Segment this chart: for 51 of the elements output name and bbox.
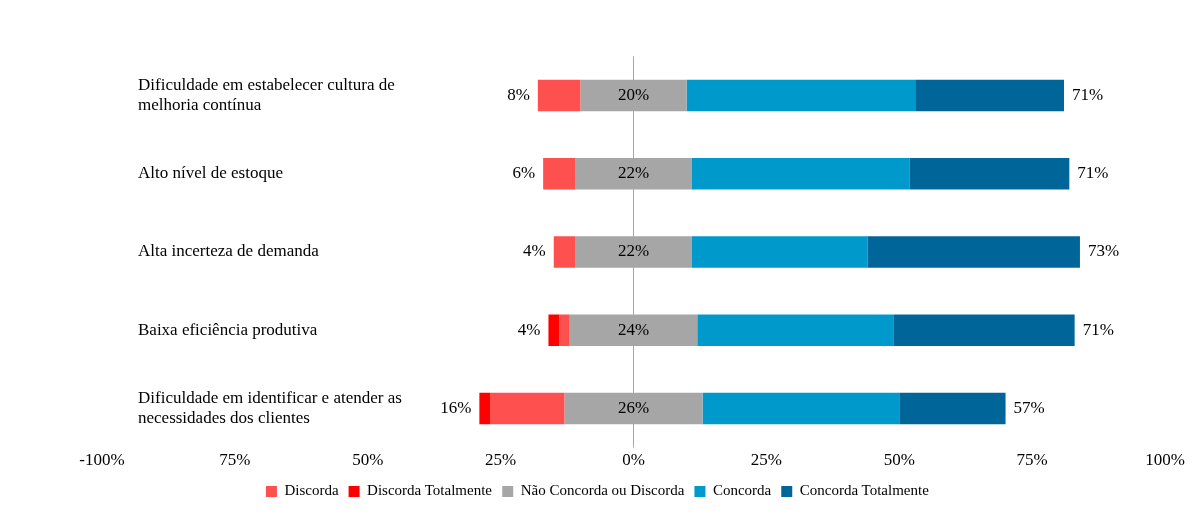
bar (867, 236, 1080, 268)
x-tick-label: 50% (883, 450, 915, 470)
x-tick-label: 75% (1016, 450, 1048, 470)
annotation: 71% (1072, 84, 1104, 104)
bar (537, 79, 581, 112)
bar (899, 392, 1006, 425)
bar (691, 236, 868, 268)
bar (909, 158, 1070, 190)
y-tick-label: Alto nível de estoque (138, 163, 283, 183)
annotation: 4% (517, 319, 541, 339)
legend-label: Discorda (284, 482, 339, 499)
bar (686, 79, 916, 112)
annotation: 73% (1087, 241, 1120, 261)
y-tick-label: Dificuldade em estabelecer cultura de melhoria contínua (138, 74, 395, 115)
bar (559, 314, 570, 346)
annotation: 71% (1077, 163, 1109, 183)
data-label: 22% (617, 163, 650, 183)
legend-label: Discorda Totalmente (367, 482, 493, 499)
bar (543, 158, 576, 190)
y-tick-label: Dificuldade em identificar e atender as necessidades dos clientes (138, 387, 402, 428)
legend-label: Não Concorda ou Discorda (520, 482, 685, 499)
legend-label: Concorda (712, 482, 772, 499)
bar (915, 79, 1065, 112)
data-label: 24% (617, 319, 650, 339)
bar (548, 314, 560, 346)
data-label: 20% (617, 84, 650, 104)
bar (691, 158, 910, 190)
annotation: 8% (507, 84, 530, 104)
y-tick-label: Alta incerteza de demanda (138, 241, 320, 261)
bar (490, 392, 565, 425)
annotation: 71% (1082, 319, 1114, 339)
x-tick-label: 50% (352, 450, 384, 470)
x-tick-label: 75% (219, 450, 251, 470)
annotation: 4% (523, 241, 546, 261)
data-label: 22% (617, 241, 650, 261)
x-tick-label: 0% (622, 450, 645, 470)
bar (479, 392, 490, 425)
x-tick-label: 25% (485, 450, 517, 470)
annotation: 57% (1013, 397, 1045, 417)
legend-label: Concorda Totalmente (799, 482, 930, 499)
bar (702, 392, 900, 425)
bar (893, 314, 1075, 346)
x-tick-label: 25% (750, 450, 782, 470)
data-label: 26% (617, 397, 650, 417)
annotation: 16% (440, 397, 472, 417)
y-tick-label: Baixa eficiência produtiva (138, 319, 318, 339)
bar (553, 236, 576, 268)
bar (697, 314, 894, 346)
x-tick-label: 100% (1145, 450, 1185, 470)
annotation: 6% (512, 163, 536, 183)
x-tick-label: -100% (79, 450, 125, 470)
